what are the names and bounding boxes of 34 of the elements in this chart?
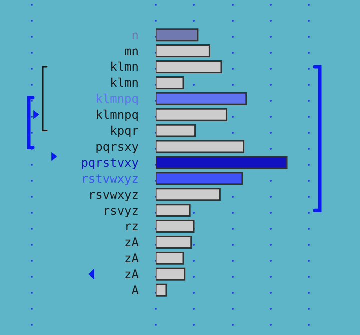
y-tick-label: klmn bbox=[110, 76, 139, 90]
y-tick-label: rstvwxyz bbox=[81, 172, 139, 186]
y-tick-label: rsvwxyz bbox=[88, 188, 139, 202]
bar bbox=[156, 268, 186, 281]
y-tick-label: zA bbox=[124, 268, 140, 282]
bar bbox=[156, 60, 222, 74]
bar bbox=[156, 220, 195, 234]
bar bbox=[156, 188, 221, 202]
bar bbox=[156, 44, 210, 58]
bar bbox=[156, 28, 199, 42]
bar bbox=[156, 204, 191, 218]
bar bbox=[156, 156, 288, 170]
y-tick-label: klmnpq bbox=[96, 108, 139, 122]
y-tick-label: kpqr bbox=[110, 124, 139, 138]
bar bbox=[156, 92, 248, 106]
y-tick-label: zA bbox=[124, 252, 140, 266]
bar bbox=[156, 124, 196, 138]
y-tick-label: rsvyz bbox=[102, 204, 139, 218]
y-tick-label: A bbox=[132, 284, 140, 298]
y-tick-label: klmnpq bbox=[96, 92, 139, 106]
bar bbox=[156, 172, 244, 186]
bar bbox=[156, 236, 192, 249]
y-tick-label: pqrsxy bbox=[96, 140, 139, 154]
y-tick-label: n bbox=[132, 28, 139, 42]
bar bbox=[156, 284, 168, 297]
bar bbox=[156, 140, 245, 154]
bar bbox=[156, 252, 184, 265]
y-tick-label: zA bbox=[124, 236, 140, 250]
bar bbox=[156, 108, 228, 122]
y-tick-label: klmn bbox=[110, 60, 139, 74]
y-tick-label: mn bbox=[124, 44, 139, 58]
bar bbox=[156, 76, 184, 90]
y-tick-label: pqrstvxy bbox=[81, 156, 139, 170]
y-tick-label: rz bbox=[124, 220, 139, 234]
